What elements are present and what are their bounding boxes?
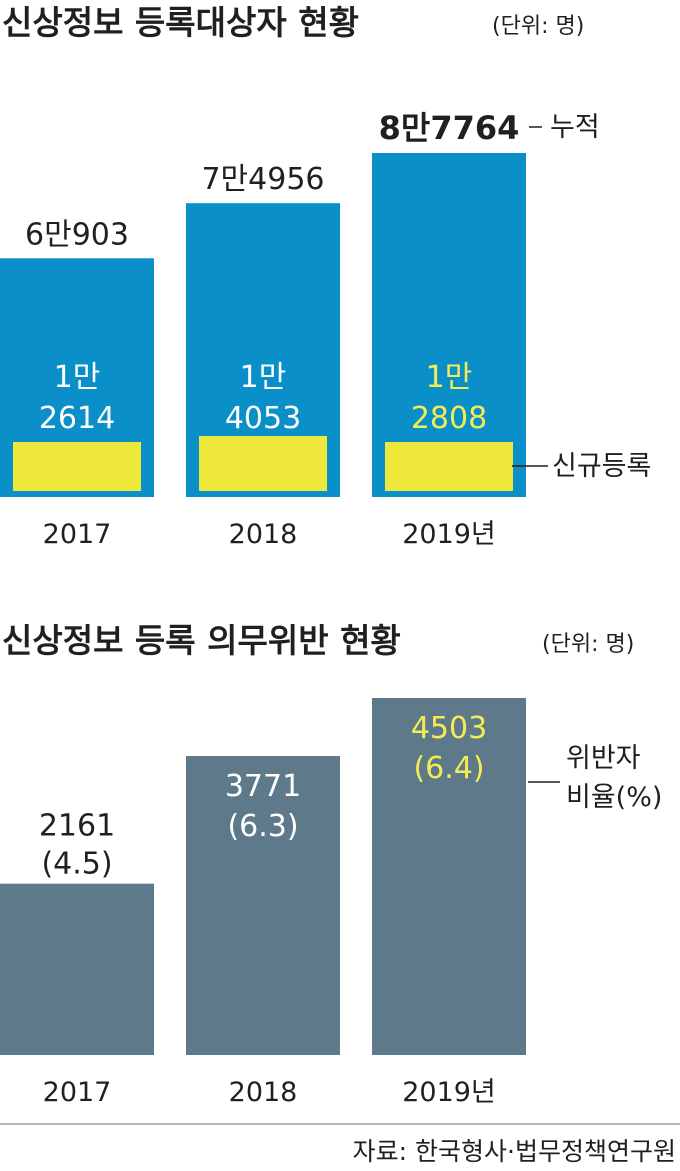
category-label: 2019년	[402, 1077, 496, 1108]
chart2-title: 신상정보 등록 의무위반 현황	[2, 621, 401, 660]
violation-ratio-label: (4.5)	[41, 847, 112, 882]
new-registration-value-label: 1만	[240, 360, 287, 395]
legend-label-violators: 위반자	[566, 743, 641, 774]
chart2-header: 신상정보 등록 의무위반 현황 (단위: 명)	[2, 621, 634, 660]
new-registration-value-label: 1만	[54, 360, 101, 395]
violation-ratio-label: (6.4)	[413, 751, 484, 786]
chart1-plot: 6만903 1만 2614 2017 7만4956 1만 4053 2018 8만7764 1만 2…	[0, 109, 651, 550]
new-registration-bar	[199, 436, 327, 491]
new-registration-value-label: 2614	[39, 401, 115, 436]
category-label: 2018	[229, 1077, 298, 1108]
category-label: 2017	[43, 519, 112, 550]
chart1-unit-note: (단위: 명)	[492, 14, 584, 39]
chart2-plot: 2161(4.5) 2017 3771 (6.3) 2018 4503 (6.4) 2019년…	[0, 698, 662, 1108]
chart1-header: 신상정보 등록대상자 현황 (단위: 명)	[2, 3, 584, 42]
violation-value-label: 4503	[411, 711, 487, 746]
new-registration-value-label: 2808	[411, 401, 487, 436]
legend-label-ratio: 비율(%)	[566, 782, 662, 813]
cumulative-value-label: 8만7764	[379, 109, 520, 147]
new-registration-bar	[13, 442, 141, 491]
legend-label-cumulative: 누적	[550, 112, 600, 143]
source-note: 자료: 한국형사·법무정책연구원	[353, 1137, 676, 1166]
violation-value-label: 2161	[39, 809, 115, 844]
category-label: 2018	[229, 519, 298, 550]
new-registration-value-label: 4053	[225, 401, 301, 436]
violation-bar	[372, 698, 526, 1055]
legend-label-new-registration: 신규등록	[552, 451, 651, 482]
new-registration-value-label: 1만	[426, 360, 473, 395]
category-label: 2019년	[402, 519, 496, 550]
violation-bar	[0, 883, 154, 1055]
chart1-title: 신상정보 등록대상자 현황	[2, 3, 359, 42]
new-registration-bar	[385, 442, 513, 491]
violation-value-label: 3771	[225, 769, 301, 804]
chart2-unit-note: (단위: 명)	[542, 632, 634, 657]
category-label: 2017	[43, 1077, 112, 1108]
violation-ratio-label: (6.3)	[227, 809, 298, 844]
violation-bar	[186, 756, 340, 1055]
cumulative-value-label: 7만4956	[201, 162, 324, 197]
cumulative-bar	[372, 153, 526, 497]
cumulative-value-label: 6만903	[25, 217, 129, 252]
